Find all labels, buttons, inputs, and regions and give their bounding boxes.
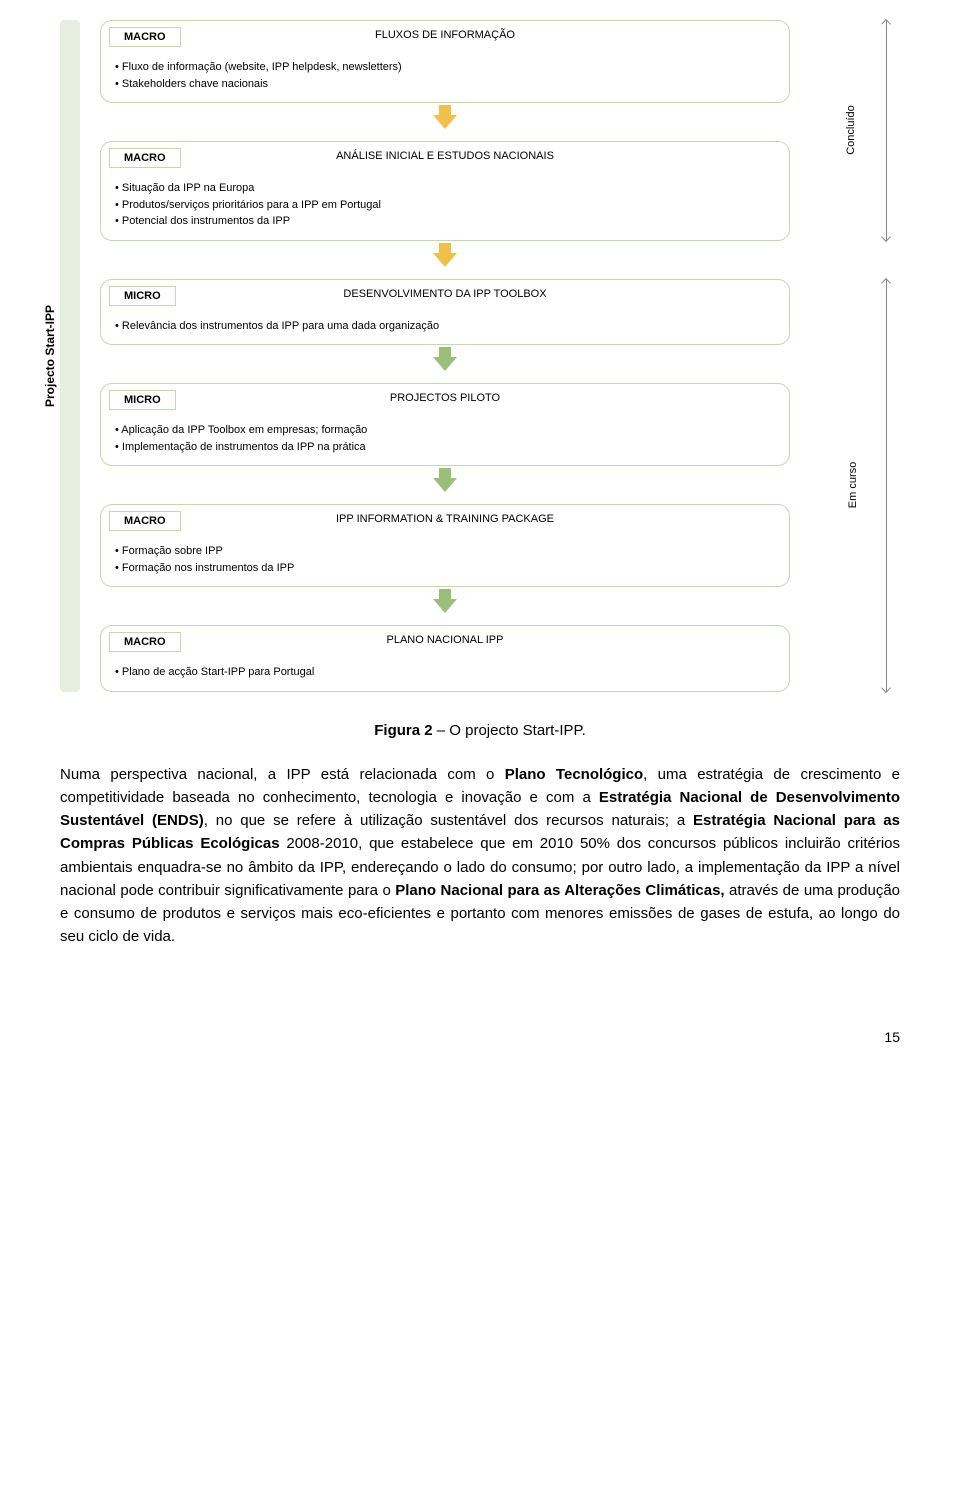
stage-title: ANÁLISE INICIAL E ESTUDOS NACIONAIS [336, 150, 554, 162]
figure-title: – O projecto Start-IPP. [433, 722, 586, 739]
stage-item: • Situação da IPP na Europa [115, 180, 775, 197]
stage-title: FLUXOS DE INFORMAÇÃO [375, 29, 515, 41]
stage-title: PLANO NACIONAL IPP [387, 634, 504, 646]
stage-tag: MICRO [109, 286, 176, 306]
status-label: Em curso [847, 462, 859, 508]
figure-number: Figura 2 [374, 722, 432, 739]
body-bold-span: Plano Nacional para as Alterações Climát… [395, 882, 724, 899]
stage-body: • Aplicação da IPP Toolbox em empresas; … [115, 418, 775, 455]
arrow-down-icon [433, 599, 457, 613]
stage-item: • Relevância dos instrumentos da IPP par… [115, 318, 775, 335]
stage-body: • Plano de acção Start-IPP para Portugal [115, 660, 775, 681]
stage-tag: MACRO [109, 27, 181, 47]
body-span: Numa perspectiva nacional, a IPP está re… [60, 766, 505, 783]
stage-body: • Formação sobre IPP• Formação nos instr… [115, 539, 775, 576]
stage-body: • Relevância dos instrumentos da IPP par… [115, 314, 775, 335]
stage-box: MACRO IPP INFORMATION & TRAINING PACKAGE •… [100, 504, 790, 587]
project-label: Projecto Start-IPP [43, 305, 57, 407]
bracket-icon [886, 20, 900, 241]
stage-title: IPP INFORMATION & TRAINING PACKAGE [336, 513, 554, 525]
stage-body: • Situação da IPP na Europa• Produtos/se… [115, 176, 775, 230]
stage-box: MACRO ANÁLISE INICIAL E ESTUDOS NACIONAIS… [100, 141, 790, 241]
stage-item: • Fluxo de informação (website, IPP help… [115, 59, 775, 76]
stage-item: • Potencial dos instrumentos da IPP [115, 213, 775, 230]
stage-tag: MICRO [109, 390, 176, 410]
stage-item: • Produtos/serviços prioritários para a … [115, 197, 775, 214]
arrow-down-icon [433, 253, 457, 267]
stage-item: • Stakeholders chave nacionais [115, 76, 775, 93]
stage-item: • Aplicação da IPP Toolbox em empresas; … [115, 422, 775, 439]
figure-caption: Figura 2 – O projecto Start-IPP. [60, 722, 900, 739]
stage-box: MICRO PROJECTOS PILOTO • Aplicação da IPP … [100, 383, 790, 466]
body-span: , no que se refere à utilização sustentá… [204, 812, 693, 829]
status-bracket: Em curso [810, 279, 900, 692]
stage-list: MACRO FLUXOS DE INFORMAÇÃO • Fluxo de info… [100, 20, 900, 692]
bracket-icon [886, 279, 900, 692]
stage-box: MACRO PLANO NACIONAL IPP • Plano de acção … [100, 625, 790, 692]
stage-item: • Formação nos instrumentos da IPP [115, 560, 775, 577]
stage-box: MICRO DESENVOLVIMENTO DA IPP TOOLBOX • Rel… [100, 279, 790, 346]
body-text: Numa perspectiva nacional, a IPP está re… [60, 763, 900, 949]
stage-tag: MACRO [109, 632, 181, 652]
stage-tag: MACRO [109, 511, 181, 531]
stage-item: • Implementação de instrumentos da IPP n… [115, 439, 775, 456]
body-bold-span: Plano Tecnológico [505, 766, 643, 783]
arrow-down-icon [433, 478, 457, 492]
stage-box: MACRO FLUXOS DE INFORMAÇÃO • Fluxo de info… [100, 20, 790, 103]
project-column [60, 20, 80, 692]
stage-item: • Plano de acção Start-IPP para Portugal [115, 664, 775, 681]
diagram: Projecto Start-IPP MACROFLUXOS DE INFORM… [60, 20, 900, 692]
stage-item: • Formação sobre IPP [115, 543, 775, 560]
status-bracket: Concluído [810, 20, 900, 241]
arrow-down-icon [433, 357, 457, 371]
arrow-down-icon [433, 115, 457, 129]
stage-title: DESENVOLVIMENTO DA IPP TOOLBOX [343, 288, 546, 300]
stage-body: • Fluxo de informação (website, IPP help… [115, 55, 775, 92]
page-number: 15 [60, 1029, 900, 1045]
status-label: Concluído [845, 105, 857, 155]
stage-tag: MACRO [109, 148, 181, 168]
stage-title: PROJECTOS PILOTO [390, 392, 500, 404]
